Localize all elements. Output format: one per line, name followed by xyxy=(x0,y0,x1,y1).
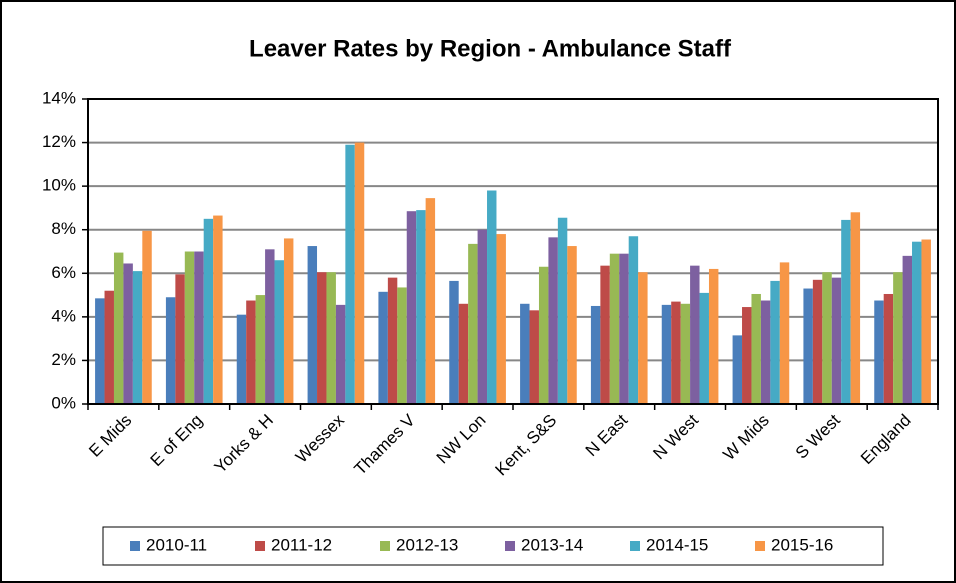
bar xyxy=(529,310,539,404)
legend-swatch xyxy=(755,541,765,551)
bar xyxy=(567,246,577,404)
bar xyxy=(132,271,143,404)
bar xyxy=(841,219,851,404)
bar xyxy=(236,314,247,404)
bar xyxy=(406,211,417,404)
bar xyxy=(831,277,842,404)
bar xyxy=(265,249,275,404)
bar xyxy=(628,236,639,404)
legend-swatch xyxy=(630,541,640,551)
bars xyxy=(95,142,931,405)
bar xyxy=(770,280,780,404)
bar xyxy=(283,238,294,404)
bar xyxy=(690,265,700,404)
y-tick-label: 0% xyxy=(51,393,76,412)
bar xyxy=(255,295,266,404)
y-tick-label: 6% xyxy=(51,263,76,282)
bar xyxy=(803,288,813,404)
bar xyxy=(142,230,152,404)
bar xyxy=(538,266,549,404)
bar xyxy=(548,237,558,404)
bar xyxy=(416,210,426,404)
legend xyxy=(102,526,884,566)
bar xyxy=(921,239,931,404)
legend-label: 2014-15 xyxy=(646,535,708,554)
bar xyxy=(468,243,478,404)
bar xyxy=(812,279,823,404)
bar xyxy=(902,255,913,404)
legend-label: 2013-14 xyxy=(521,535,583,554)
chart-title: Leaver Rates by Region - Ambulance Staff xyxy=(249,35,732,62)
bar xyxy=(638,272,648,404)
bar xyxy=(458,303,469,404)
bar xyxy=(378,291,388,404)
legend-label: 2015-16 xyxy=(771,535,833,554)
legend-swatch xyxy=(380,541,390,551)
legend-swatch xyxy=(255,541,265,551)
bar xyxy=(520,303,530,404)
bar xyxy=(708,268,719,404)
bar xyxy=(123,263,133,404)
bar xyxy=(779,262,790,404)
legend-label: 2012-13 xyxy=(396,535,458,554)
y-tick-label: 14% xyxy=(42,88,76,107)
legend-label: 2011-12 xyxy=(271,535,332,554)
bar xyxy=(760,300,771,404)
bar xyxy=(477,229,488,404)
bar xyxy=(609,253,620,404)
y-tick-label: 8% xyxy=(51,219,76,238)
bar xyxy=(671,301,681,404)
bar xyxy=(600,265,610,404)
bar xyxy=(487,190,497,404)
bar xyxy=(883,293,894,404)
bar xyxy=(95,298,105,404)
bar xyxy=(354,142,365,405)
bar xyxy=(317,272,327,404)
bar xyxy=(194,251,204,404)
legend-swatch xyxy=(130,541,140,551)
bar xyxy=(307,246,318,404)
bar xyxy=(397,287,407,404)
y-tick-label: 12% xyxy=(42,132,76,151)
legend-swatch xyxy=(505,541,515,551)
bar xyxy=(175,274,185,404)
bar xyxy=(912,241,922,404)
bar xyxy=(113,252,124,404)
bar xyxy=(590,305,601,404)
y-tick-label: 10% xyxy=(42,176,76,195)
bar xyxy=(661,304,672,404)
bar xyxy=(213,215,223,404)
bar xyxy=(751,293,761,404)
bar xyxy=(449,280,459,404)
bar xyxy=(893,272,903,404)
bar xyxy=(425,198,436,404)
bar xyxy=(732,335,743,404)
bar xyxy=(104,290,114,404)
bar xyxy=(496,234,506,404)
bar xyxy=(326,272,336,404)
bar xyxy=(822,272,832,404)
y-tick-label: 4% xyxy=(51,306,76,325)
bar xyxy=(680,303,691,404)
bar xyxy=(184,251,195,404)
bar xyxy=(850,212,861,404)
legend-items: 2010-11 2011-12 2012-13 2013-14 2014-15 2015-… xyxy=(130,535,833,554)
y-tick-label: 2% xyxy=(51,350,76,369)
legend-label: 2010-11 xyxy=(146,535,207,554)
bar xyxy=(246,300,256,404)
plot-border xyxy=(87,98,939,405)
bar xyxy=(335,304,346,404)
bar xyxy=(345,144,355,404)
bar xyxy=(387,277,398,404)
bar xyxy=(165,297,176,404)
bar xyxy=(557,217,568,404)
bar xyxy=(274,260,284,404)
bar xyxy=(699,292,709,404)
bar xyxy=(742,307,752,404)
bar xyxy=(203,218,214,404)
bar xyxy=(619,253,629,404)
bar xyxy=(874,300,884,404)
